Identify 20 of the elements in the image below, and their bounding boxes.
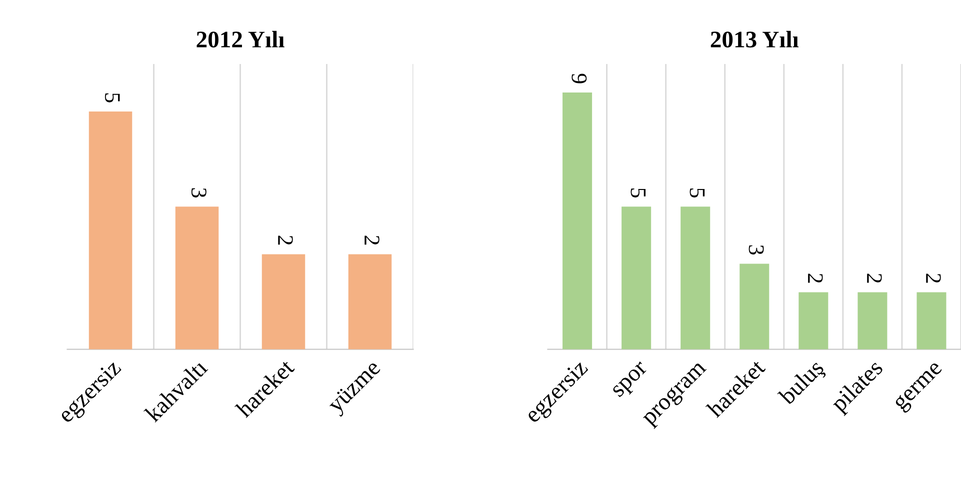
data-label: 2 xyxy=(926,274,941,283)
bar xyxy=(916,292,946,350)
data-label: 3 xyxy=(748,245,764,255)
data-label: 5 xyxy=(630,188,646,198)
data-label: 2 xyxy=(364,236,380,245)
bar xyxy=(562,92,592,350)
data-label: 3 xyxy=(191,188,206,198)
data-label: 5 xyxy=(104,93,120,102)
data-label: 2 xyxy=(867,274,882,283)
data-label: 5 xyxy=(690,188,705,198)
bar xyxy=(858,292,888,350)
bar xyxy=(740,264,770,350)
data-label: 9 xyxy=(572,74,587,84)
chart-title: 2012 Yılı xyxy=(196,30,284,48)
bar xyxy=(798,292,828,350)
chart-title: 2013 Yılı xyxy=(710,30,799,48)
data-label: 2 xyxy=(808,274,823,283)
data-label: 2 xyxy=(278,236,293,245)
bar xyxy=(622,206,652,350)
bar xyxy=(680,206,710,350)
